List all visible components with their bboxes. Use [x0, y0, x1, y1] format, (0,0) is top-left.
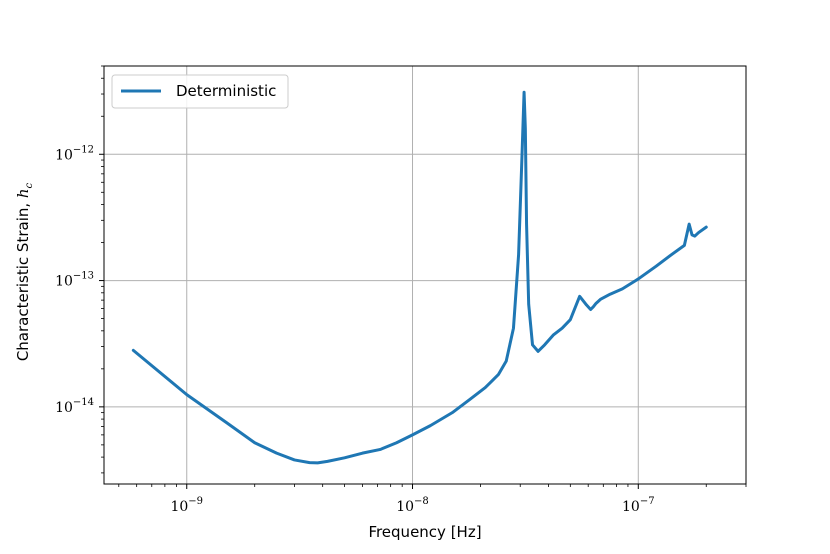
x-tick-label: 10−7 — [622, 496, 655, 515]
y-axis-label-text: Characteristic Strain, — [14, 198, 32, 361]
legend-box — [111, 74, 289, 109]
y-tick-label: 10−13 — [55, 271, 94, 290]
y-tick-label: 10−12 — [55, 144, 94, 163]
y-axis-label: Characteristic Strain, hc — [14, 182, 35, 361]
series-layer — [131, 90, 708, 465]
x-tick-label: 10−9 — [170, 496, 203, 515]
legend-label: Deterministic — [176, 82, 276, 100]
grid — [104, 66, 746, 484]
x-tick-label: 10−8 — [396, 496, 429, 515]
legend: Deterministic — [111, 74, 289, 109]
tick-layer: 10−9 10−8 10−7 10−14 10−13 10−12 — [55, 65, 747, 515]
x-axis-label: Frequency [Hz] — [368, 523, 481, 541]
plot-frame — [103, 65, 747, 485]
y-axis-label-symbol: h — [14, 188, 32, 198]
series-line-deterministic — [131, 90, 708, 465]
y-tick-label: 10−14 — [55, 397, 94, 416]
y-axis-label-subscript: c — [24, 182, 35, 188]
